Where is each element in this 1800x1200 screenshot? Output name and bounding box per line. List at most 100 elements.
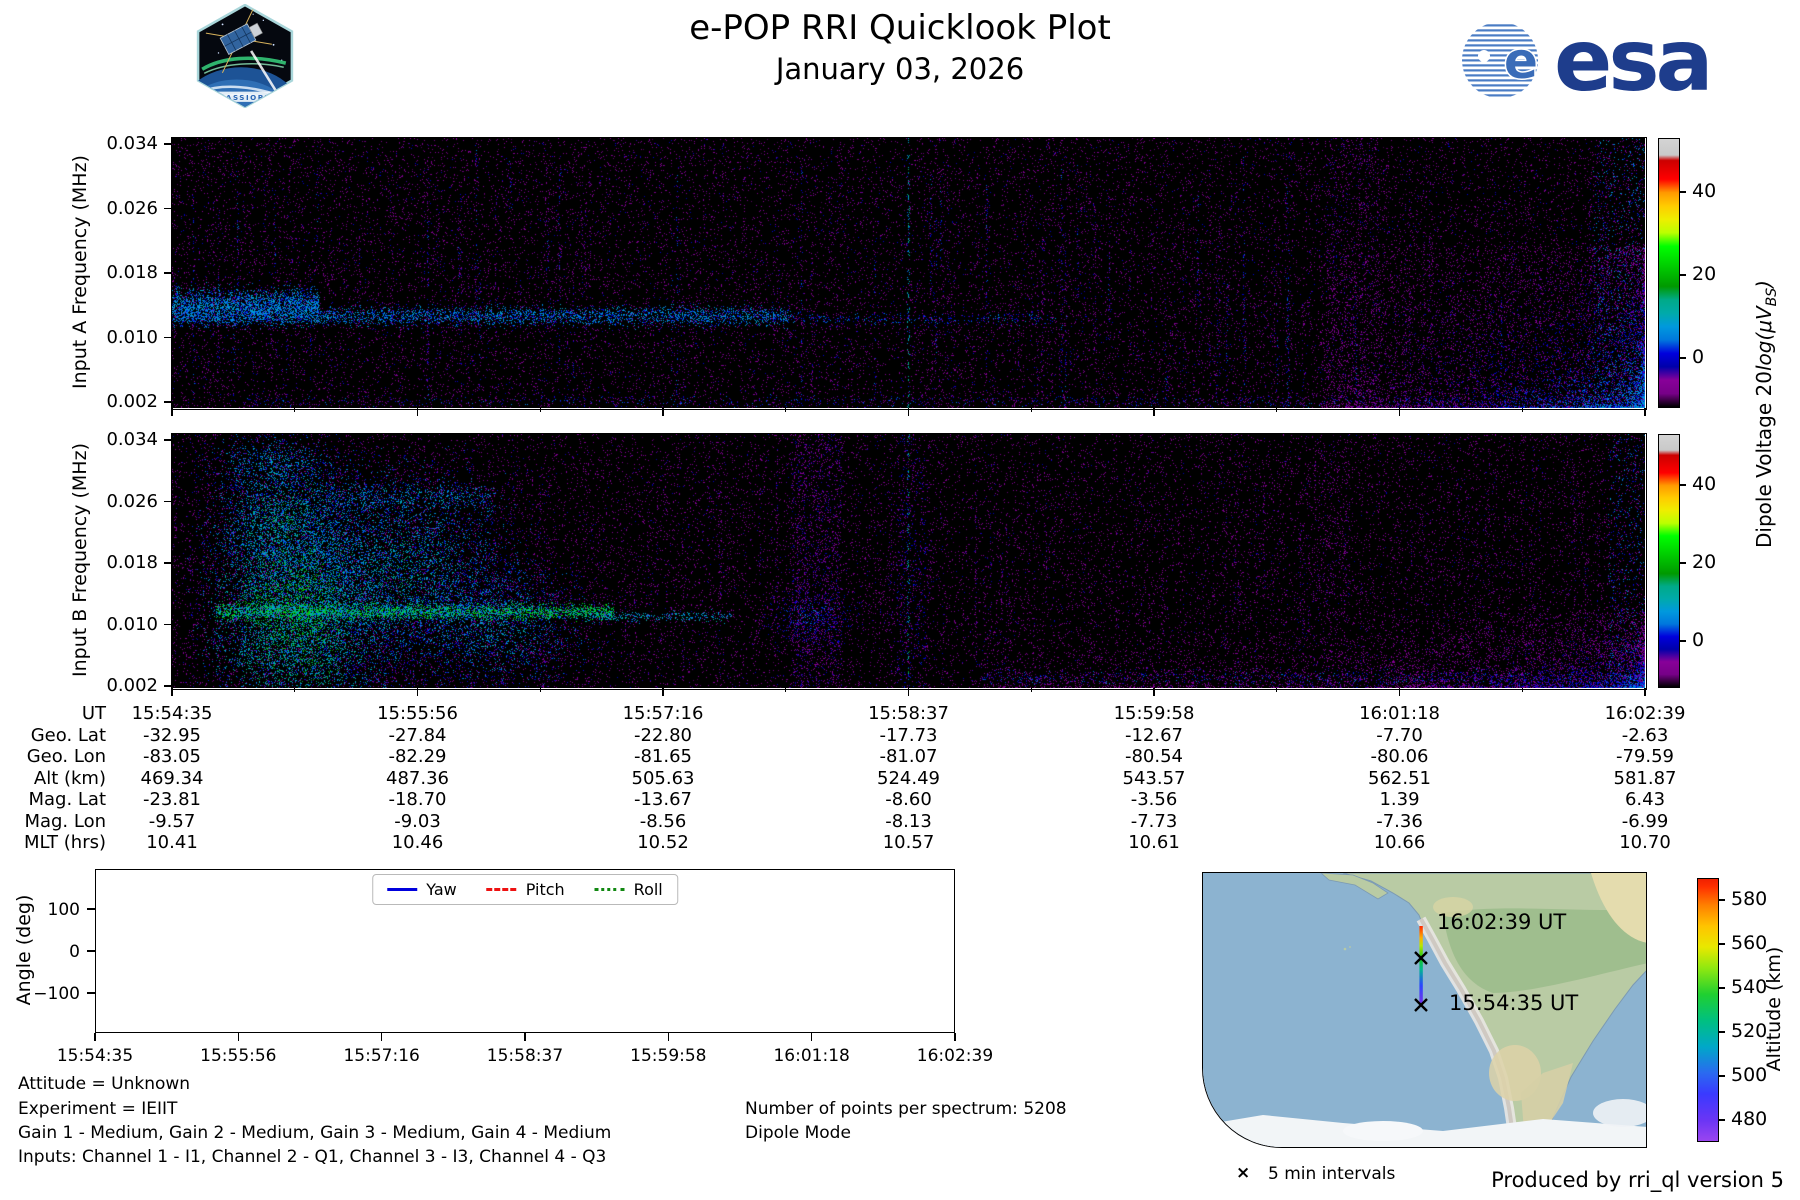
altitude-colorbar [1697,878,1719,1142]
spec_b-ytick-mark [164,562,172,564]
table-cell: -9.03 [394,810,441,832]
spec-b-xtick-minor [294,688,296,692]
altitude-cb-tick-label: 540 [1731,976,1768,998]
spec_a-ytick-mark [164,401,172,403]
spec-a-xtick-minor [539,408,541,412]
svg-text:e: e [1504,32,1538,90]
legend-label: Pitch [525,880,565,899]
legend-label: Roll [633,880,663,899]
angle-xtick-mark [667,1033,670,1041]
table-row-label: Mag. Lon [24,810,106,832]
altitude-cb-tick-label: 520 [1731,1020,1768,1042]
colorbar-a [1658,138,1680,408]
spec-b-xtick-minor [1276,688,1278,692]
table-cell: -23.81 [142,789,202,810]
table-cell: 562.51 [1368,767,1431,789]
legend-item-pitch: Pitch [486,880,565,899]
spec-a-xtick-minor [1030,408,1032,412]
table-cell: -83.05 [142,746,202,767]
angle-xtick-mark [524,1033,526,1041]
angle-xtick-label: 15:58:37 [486,1046,564,1066]
colorbar-b [1658,434,1680,688]
altitude-cb-tick-mark [1719,943,1725,945]
angle-xtick-label: 16:02:39 [916,1046,994,1066]
table-cell: 1.39 [1379,789,1420,810]
info-inputs: Inputs: Channel 1 - I1, Channel 2 - Q1, … [18,1147,607,1167]
colorbar-a-tick-mark [1680,274,1686,276]
table-cell: 10.46 [391,832,444,853]
spec_b-ytick-mark [164,685,172,687]
angle-xtick-label: 15:54:35 [56,1046,134,1066]
angle-ytick-label: 0 [69,942,80,962]
spec-b-xtick-mark [1398,688,1401,696]
spec-a-xtick-mark [171,408,173,416]
table-cell: -81.07 [879,746,938,767]
colorbar-label: Dipole Voltage 20log(μVBS) [1752,280,1780,548]
table-row-label: Mag. Lat [28,789,106,810]
spec-a-xtick-minor [294,408,296,412]
table-cell: 15:55:56 [377,703,458,724]
spectrogram-b [172,434,1645,688]
marker-legend-label: 5 min intervals [1268,1164,1396,1184]
legend-item-roll: Roll [594,880,663,899]
table-row-label: Geo. Lon [26,746,106,767]
esa-logo-icon: e esa [1462,18,1714,102]
legend-line-icon [486,888,517,891]
spec-b-xtick-minor [539,688,541,692]
table-cell: -79.59 [1615,746,1675,767]
spec_b-ytick-label: 0.026 [106,490,158,512]
spec_a-ytick-label: 0.026 [106,197,158,219]
spec-b-xtick-mark [1644,688,1646,696]
angle-ytick-label: −100 [33,984,80,1004]
colorbar-b-tick-label: 40 [1692,473,1717,495]
legend-line-icon [387,888,418,891]
angle-xtick-mark [954,1033,956,1041]
info-points: Number of points per spectrum: 5208 [745,1099,1067,1119]
angle-xtick-mark [94,1033,96,1041]
spec-a-xtick-mark [907,408,910,416]
spec-b-xtick-mark [1153,688,1155,696]
spec_b-ytick-label: 0.010 [106,613,158,635]
altitude-cb-tick-mark [1719,1119,1725,1121]
spec_a-ytick-mark [164,272,172,274]
table-cell: -12.67 [1124,724,1184,746]
spec-a-xtick-mark [416,408,419,416]
spec_b-ytick-mark [164,623,172,626]
colorbar-a-tick-label: 0 [1692,346,1705,368]
spec-b-ylabel: Input B Frequency (MHz) [69,443,91,677]
angle-ytick-mark [87,950,95,952]
info-mode: Dipole Mode [745,1123,851,1143]
table-cell: 15:54:35 [131,703,213,724]
table-cell: -9.57 [148,810,196,832]
spec-b-xtick-minor [1030,688,1032,692]
altitude-cb-tick-label: 580 [1731,888,1768,910]
angle-ytick-mark [87,992,95,994]
table-cell: -8.60 [885,789,932,810]
spec-b-xtick-mark [171,688,173,696]
legend-item-yaw: Yaw [387,880,457,899]
angle-xtick-mark [237,1033,240,1041]
track-marker-icon [1414,951,1428,965]
table-cell: -13.67 [633,789,693,810]
spec-b-xtick-mark [662,688,664,696]
table-cell: -8.13 [885,810,932,832]
spec-a-xtick-mark [1153,408,1155,416]
footer-produced-by: Produced by rri_ql version 5 [1491,1168,1784,1192]
info-experiment: Experiment = IEIIT [18,1099,178,1119]
plot-date: January 03, 2026 [775,52,1025,86]
angle-xtick-mark [380,1033,383,1041]
altitude-cb-tick-label: 480 [1731,1108,1768,1130]
spec_b-ytick-mark [164,500,172,503]
table-cell: 487.36 [386,767,449,789]
track-end-label: 16:02:39 UT [1437,910,1567,934]
track-marker-icon [1414,998,1428,1012]
altitude-cb-tick-mark [1719,899,1725,901]
spec_b-ytick-label: 0.018 [106,552,158,573]
colorbar-b-tick-mark [1680,640,1686,642]
colorbar-a-tick-label: 20 [1692,263,1717,285]
spec-a-xtick-minor [1521,408,1523,412]
spec_b-ytick-label: 0.034 [106,429,158,450]
spec-b-xtick-mark [416,688,419,696]
spec_a-ytick-label: 0.034 [106,133,158,154]
table-cell: -6.99 [1621,810,1669,832]
